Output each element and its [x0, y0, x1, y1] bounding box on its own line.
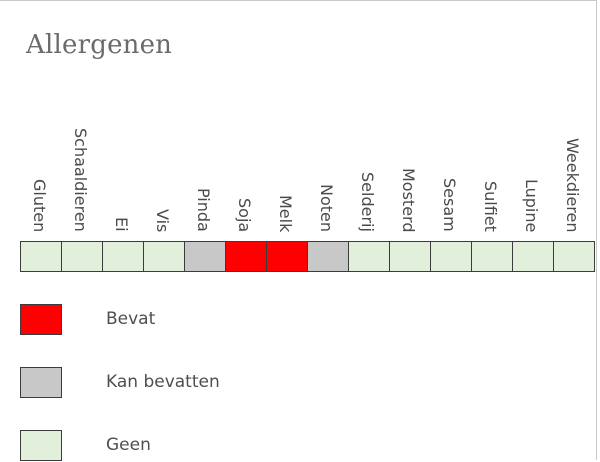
- allergen-label: Soja: [235, 197, 254, 232]
- allergen-label: Gluten: [30, 178, 49, 232]
- legend-swatch-contains: [20, 304, 62, 335]
- allergen-label-slot: Weekdieren: [553, 96, 594, 236]
- allergen-cell-noten: [308, 242, 349, 271]
- allergen-label: Vis: [153, 208, 172, 232]
- allergen-label-slot: Noten: [307, 96, 348, 236]
- legend-item-contains: Bevat: [20, 304, 420, 336]
- allergen-label: Selderij: [358, 172, 377, 232]
- legend-item-may-contain: Kan bevatten: [20, 367, 420, 399]
- allergen-label-slot: Sesam: [430, 96, 471, 236]
- legend-item-none: Geen: [20, 430, 420, 462]
- legend-label-may-contain: Kan bevatten: [106, 372, 220, 392]
- allergen-label: Lupine: [522, 178, 541, 232]
- allergen-label-slot: Gluten: [20, 96, 61, 236]
- legend-label-contains: Bevat: [106, 309, 156, 329]
- allergen-label-slot: Melk: [266, 96, 307, 236]
- allergen-label-slot: Selderij: [348, 96, 389, 236]
- page-title: Allergenen: [26, 30, 173, 60]
- allergen-cell-vis: [144, 242, 185, 271]
- legend-swatch-none: [20, 430, 62, 461]
- allergen-cell-weekdieren: [554, 242, 595, 271]
- allergen-labels: Gluten Schaaldieren Ei Vis Pinda Soja Melk Note…: [20, 96, 600, 236]
- allergen-cell-mosterd: [390, 242, 431, 271]
- allergen-label-slot: Lupine: [512, 96, 553, 236]
- legend-swatch-may-contain: [20, 367, 62, 398]
- allergen-cell-melk: [267, 242, 308, 271]
- allergen-label-slot: Pinda: [184, 96, 225, 236]
- allergen-label-slot: Mosterd: [389, 96, 430, 236]
- allergen-label-slot: Sulfiet: [471, 96, 512, 236]
- allergen-cell-soja: [226, 242, 267, 271]
- allergen-label: Melk: [276, 194, 295, 232]
- allergen-label: Weekdieren: [563, 137, 582, 233]
- allergen-cell-pinda: [185, 242, 226, 271]
- allergen-label: Schaaldieren: [71, 128, 90, 232]
- allergen-cell-gluten: [21, 242, 62, 271]
- allergen-cell-selderij: [349, 242, 390, 271]
- allergen-label-slot: Soja: [225, 96, 266, 236]
- allergen-cell-lupine: [513, 242, 554, 271]
- allergen-strip: [20, 241, 595, 272]
- allergen-label-slot: Ei: [102, 96, 143, 236]
- allergen-cell-schaaldieren: [62, 242, 103, 271]
- allergen-label-slot: Vis: [143, 96, 184, 236]
- allergen-label: Sesam: [440, 178, 459, 232]
- allergen-cell-sesam: [431, 242, 472, 271]
- allergen-label: Noten: [317, 183, 336, 232]
- allergen-cell-ei: [103, 242, 144, 271]
- allergen-label: Pinda: [194, 188, 213, 232]
- allergen-label-slot: Schaaldieren: [61, 96, 102, 236]
- allergen-cell-sulfiet: [472, 242, 513, 271]
- allergen-label: Ei: [112, 217, 131, 232]
- legend-label-none: Geen: [106, 435, 151, 455]
- allergen-label: Mosterd: [399, 167, 418, 233]
- allergen-label: Sulfiet: [481, 181, 500, 232]
